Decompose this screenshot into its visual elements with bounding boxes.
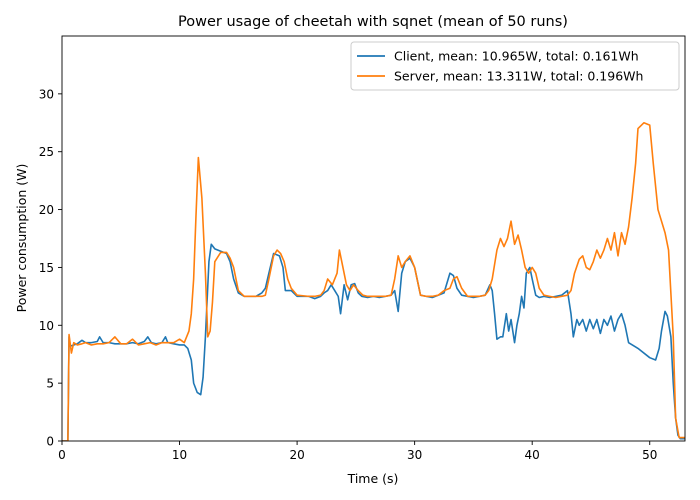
y-tick-label: 0 (46, 435, 54, 449)
y-axis-label: Power consumption (W) (14, 164, 29, 313)
legend-label-client: Client, mean: 10.965W, total: 0.161Wh (394, 49, 639, 64)
x-tick-label: 10 (172, 448, 187, 462)
series-line-client (62, 243, 685, 441)
chart-title: Power usage of cheetah with sqnet (mean … (178, 14, 568, 30)
plot-area (61, 35, 686, 442)
x-tick-label: 40 (525, 448, 540, 462)
x-axis-label: Time (s) (347, 471, 399, 486)
legend-label-server: Server, mean: 13.311W, total: 0.196Wh (394, 69, 643, 84)
y-tick-label: 5 (46, 377, 54, 391)
y-tick-label: 20 (39, 203, 54, 217)
x-tick-label: 50 (642, 448, 657, 462)
y-tick-label: 25 (39, 145, 54, 159)
legend-box (350, 41, 680, 91)
x-axis: 0 10 20 30 40 50 (58, 441, 657, 462)
series-layer (62, 121, 685, 441)
x-tick-label: 0 (58, 448, 66, 462)
y-tick-label: 15 (39, 261, 54, 275)
x-tick-label: 30 (407, 448, 422, 462)
legend: Client, mean: 10.965W, total: 0.161Wh Se… (350, 41, 680, 91)
y-axis: 0 5 10 15 20 25 30 (39, 87, 62, 449)
y-tick-label: 30 (39, 87, 54, 101)
series-line-server (62, 121, 685, 441)
x-tick-label: 20 (289, 448, 304, 462)
y-tick-label: 10 (39, 319, 54, 333)
